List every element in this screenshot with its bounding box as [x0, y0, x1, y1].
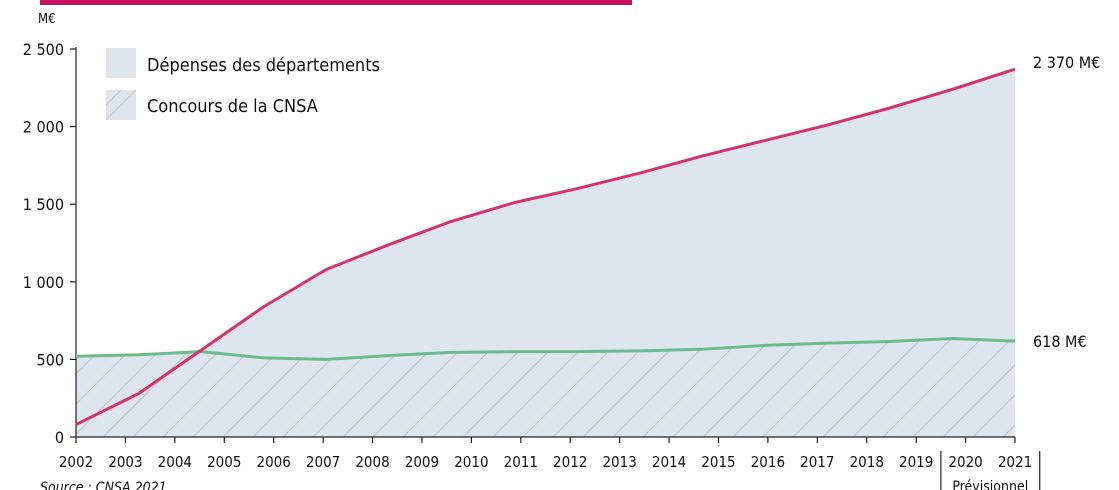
x-tick-label: 2009	[405, 453, 439, 471]
y-tick-label: 2 000	[23, 118, 64, 137]
x-tick-label: 2003	[108, 453, 142, 471]
forecast-label: Prévisionnel	[952, 479, 1028, 490]
x-tick-label: 2019	[899, 453, 933, 471]
end-label-cnsa: 618 M€	[1033, 332, 1087, 351]
line-concours-cnsa	[75, 336, 1016, 361]
x-tick-label: 2012	[553, 453, 587, 471]
legend-swatch-depenses	[106, 48, 136, 78]
end-label-depenses: 2 370 M€	[1033, 53, 1100, 72]
y-unit-label: M€	[38, 12, 56, 27]
x-tick-label: 2006	[257, 453, 291, 471]
x-tick-label: 2014	[652, 453, 686, 471]
line-depenses-departements	[75, 67, 1016, 426]
x-tick-label: 2007	[306, 453, 340, 471]
x-tick-label: 2013	[602, 453, 636, 471]
x-tick-label: 2002	[59, 453, 93, 471]
y-tick-label: 2 500	[23, 40, 64, 59]
x-tick-label: 2011	[504, 453, 538, 471]
x-tick-label: 2018	[850, 453, 884, 471]
x-tick-label: 2015	[701, 453, 735, 471]
x-tick-label: 2020	[948, 453, 982, 471]
area-concours-cnsa-hatch	[76, 338, 1015, 437]
source-note: Source : CNSA 2021	[40, 480, 167, 490]
legend-label-depenses: Dépenses des départements	[147, 55, 380, 76]
y-tick-label: 1 000	[23, 273, 64, 292]
y-tick-label: 500	[37, 350, 64, 369]
y-tick-label: 1 500	[23, 195, 64, 214]
header-accent-bar	[40, 0, 632, 5]
legend-swatch-cnsa-hatch-2	[105, 89, 122, 106]
x-tick-label: 2021	[998, 453, 1032, 471]
legend-label-cnsa: Concours de la CNSA	[147, 96, 318, 117]
x-tick-label: 2010	[454, 453, 488, 471]
x-tick-label: 2016	[751, 453, 785, 471]
y-tick-label: 0	[55, 428, 64, 447]
legend-swatch-cnsa-hatch-1	[105, 89, 137, 121]
x-tick-label: 2008	[355, 453, 389, 471]
x-tick-label: 2004	[158, 453, 192, 471]
x-tick-label: 2005	[207, 453, 241, 471]
x-tick-label: 2017	[800, 453, 834, 471]
